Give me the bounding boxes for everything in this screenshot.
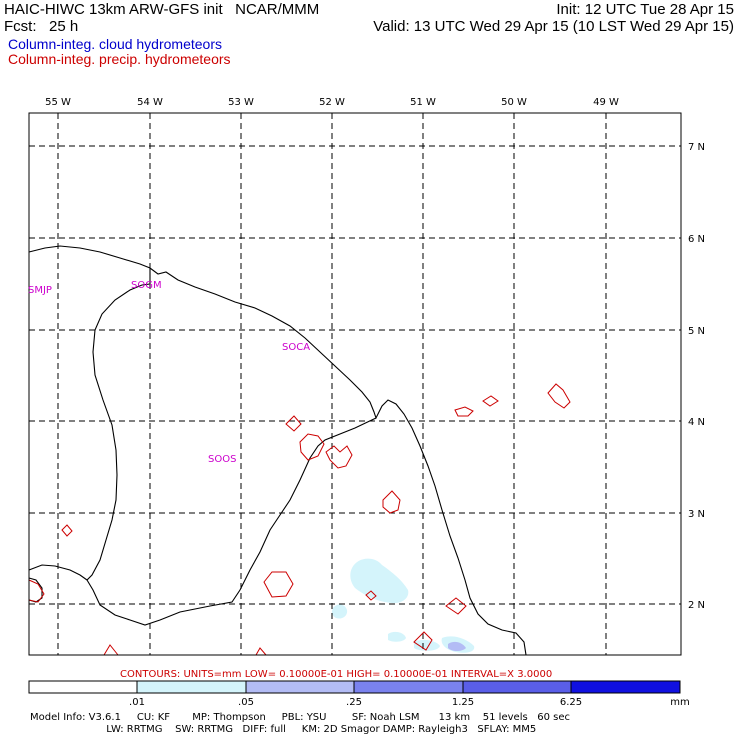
lat-label: 2 N: [688, 600, 705, 611]
legend-cloud: Column-integ. cloud hydrometeors: [8, 36, 222, 52]
border-frenchguiana-brazil: [86, 417, 377, 626]
lat-labels: 7 N 6 N 5 N 4 N 3 N 2 N: [688, 142, 705, 611]
colorbar-label: .05: [238, 697, 254, 708]
station-label: SOOS: [208, 454, 236, 465]
lon-label: 49 W: [593, 97, 619, 108]
colorbar-label: .25: [346, 697, 362, 708]
lake: [28, 577, 43, 603]
lat-label: 3 N: [688, 509, 705, 520]
lon-label: 54 W: [137, 97, 163, 108]
model-info-line1: Model Info: V3.6.1 CU: KF MP: Thompson P…: [30, 712, 570, 723]
colorbar-bin: [570, 680, 681, 694]
precip-contour: [365, 590, 377, 601]
cloud-area: [388, 631, 406, 642]
valid-time: Valid: 13 UTC Wed 29 Apr 15 (10 LST Wed …: [373, 18, 734, 35]
colorbar-bin: [28, 680, 138, 694]
precip-contour: [413, 631, 433, 651]
station-labels: SMJP SOGM SOCA SOOS: [28, 280, 310, 465]
precip-contour: [103, 644, 119, 656]
station-label: SOGM: [131, 280, 162, 291]
cloud-area: [350, 558, 409, 604]
station-label: SOCA: [282, 342, 310, 353]
lon-label: 50 W: [501, 97, 527, 108]
cloud-area: [414, 639, 440, 651]
contours-info: CONTOURS: UNITS=mm LOW= 0.10000E-01 HIGH…: [120, 669, 552, 680]
graticule: [29, 113, 681, 655]
precip-contour: [445, 597, 467, 615]
lon-labels: 55 W 54 W 53 W 52 W 51 W 50 W 49 W: [45, 97, 619, 108]
init-time: Init: 12 UTC Tue 28 Apr 15: [556, 1, 734, 18]
coastline: [28, 245, 527, 656]
colorbar-label: .01: [129, 697, 145, 708]
lon-label: 52 W: [319, 97, 345, 108]
colorbar-label: 1.25: [452, 697, 474, 708]
colorbar-bin: [353, 680, 464, 694]
border-suriname-guyana-fr: [28, 268, 151, 581]
cloud-area: [448, 641, 466, 651]
lat-label: 6 N: [688, 234, 705, 245]
lon-label: 55 W: [45, 97, 71, 108]
colorbar: .01 .05 .25 1.25 6.25 mm: [28, 680, 690, 708]
colorbar-unit: mm: [670, 697, 689, 708]
colorbar-label: 6.25: [560, 697, 582, 708]
precip-contours: [28, 383, 571, 656]
precip-contour: [285, 415, 302, 432]
map-frame: [28, 112, 682, 656]
precip-contour: [61, 524, 73, 537]
cloud-area: [332, 604, 348, 619]
model-info-line2: LW: RRTMG SW: RRTMG DIFF: full KM: 2D Sm…: [30, 724, 537, 735]
lat-label: 5 N: [688, 326, 705, 337]
precip-contour: [325, 445, 353, 469]
precip-contour: [547, 383, 571, 409]
lon-label: 51 W: [410, 97, 436, 108]
cloud-shading: [332, 558, 475, 653]
colorbar-bin: [245, 680, 355, 694]
legend-precip: Column-integ. precip. hydrometeors: [8, 51, 231, 67]
coastline-north: [28, 245, 527, 656]
lat-label: 4 N: [688, 417, 705, 428]
plot-title: HAIC-HIWC 13km ARW-GFS init NCAR/MMM: [4, 1, 320, 18]
colorbar-bin: [136, 680, 247, 694]
precip-contour: [454, 406, 474, 417]
precip-contour: [255, 647, 267, 656]
lon-label: 53 W: [228, 97, 254, 108]
precip-contour: [299, 433, 325, 461]
precip-contour: [482, 395, 499, 407]
station-label: SMJP: [28, 285, 52, 296]
colorbar-bin: [462, 680, 572, 694]
precip-contour: [382, 490, 401, 514]
precip-contour: [263, 571, 294, 598]
precip-contour: [28, 579, 45, 603]
cloud-shading-dense: [448, 641, 466, 651]
lat-label: 7 N: [688, 142, 705, 153]
forecast-hour: Fcst: 25 h: [4, 18, 79, 35]
